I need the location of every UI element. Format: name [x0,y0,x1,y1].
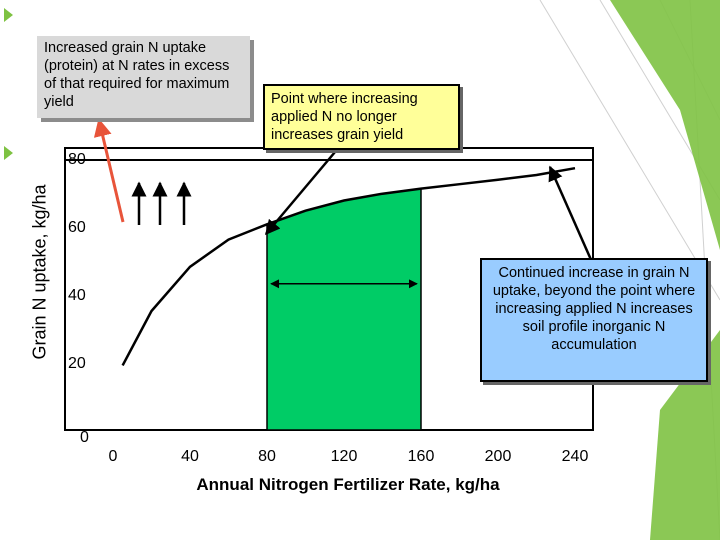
decor-green-shape-top [610,0,720,250]
x-tick-label: 240 [562,448,589,465]
x-tick-label: 160 [408,448,435,465]
x-axis-ticks: 0 40 80 120 160 200 240 [109,448,589,465]
profile-pointer-arrow [548,165,594,263]
y-tick-label: 0 [80,429,89,446]
y-tick-label: 80 [68,151,86,168]
x-tick-label: 0 [109,448,118,465]
x-tick-label: 80 [258,448,276,465]
decor-green-shape-bottom [650,330,720,540]
x-tick-label: 200 [485,448,512,465]
x-tick-label: 120 [331,448,358,465]
x-tick-label: 40 [181,448,199,465]
red-arrow [93,118,125,223]
y-axis-ticks: 0 20 40 60 80 [68,151,89,446]
y-tick-label: 20 [68,355,86,372]
y-tick-label: 40 [68,287,86,304]
decor-chevron-bottom [4,146,13,160]
x-axis-label: Annual Nitrogen Fertilizer Rate, kg/ha [196,475,500,494]
shaded-region [266,187,422,431]
y-axis-label: Grain N uptake, kg/ha [29,184,50,360]
yield-pointer-arrow [265,151,336,236]
y-tick-label: 60 [68,219,86,236]
soil-profile-callout: Continued increase in grain N uptake, be… [480,258,708,382]
max-yield-callout: Point where increasing applied N no long… [263,84,460,150]
uptake-curve [121,166,576,366]
decor-chevron-top [4,8,13,22]
grain-protein-callout: Increased grain N uptake (protein) at N … [37,36,250,118]
